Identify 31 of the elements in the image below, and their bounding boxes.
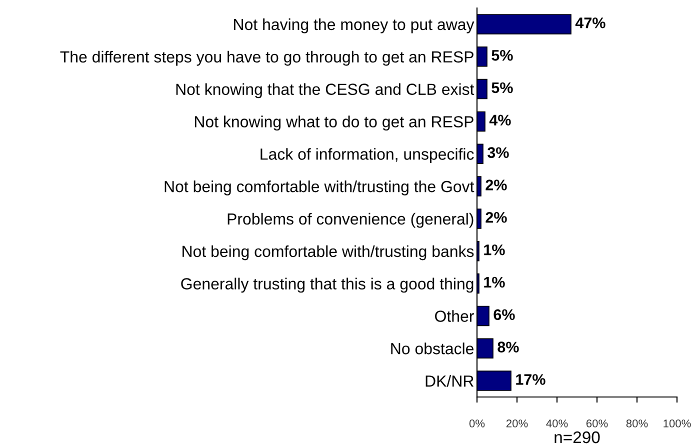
y-tick-label: Other [435, 310, 474, 322]
y-tick-label: Not knowing what to do to get an RESP [194, 116, 474, 131]
y-tick-label: Not being comfortable with/trusting banks [182, 245, 474, 260]
y-tick-label: DK/NR [426, 375, 474, 387]
x-tick-label: 100% [664, 420, 691, 428]
data-label: 17% [516, 374, 546, 385]
data-label: 6% [494, 309, 515, 320]
data-label: 2% [486, 180, 507, 190]
y-tick-label: Problems of convenience (general) [228, 212, 474, 228]
y-tick-label: Not being comfortable with/trusting the Govt [164, 180, 474, 196]
y-tick-label: Generally trusting that this is a good thing [181, 278, 474, 293]
x-tick-label: 20% [506, 420, 528, 428]
data-label: 2% [486, 212, 507, 223]
y-tick-label: Not knowing that the CESG and CLB exist [176, 83, 474, 98]
y-tick-label: Not having the money to put away [234, 18, 474, 34]
data-label: 4% [489, 114, 511, 126]
data-label: 47% [575, 18, 606, 28]
data-label: 1% [484, 244, 505, 256]
data-label: 1% [484, 276, 505, 288]
y-tick-label: The different steps you have to go through to get an RESP [60, 50, 474, 66]
x-tick-label: 60% [586, 420, 608, 428]
x-tick-label: 40% [546, 420, 568, 428]
data-label: 3% [488, 147, 509, 158]
x-tick-label: 80% [626, 420, 648, 428]
x-tick-label: 0% [469, 420, 485, 428]
data-label: 5% [492, 50, 513, 61]
data-label: 8% [498, 342, 519, 352]
y-tick-label: No obstacle [391, 342, 474, 354]
x-axis-title: n=290 [554, 431, 600, 444]
data-label: 5% [492, 82, 513, 94]
y-tick-label: Lack of information, unspecific [260, 148, 474, 163]
